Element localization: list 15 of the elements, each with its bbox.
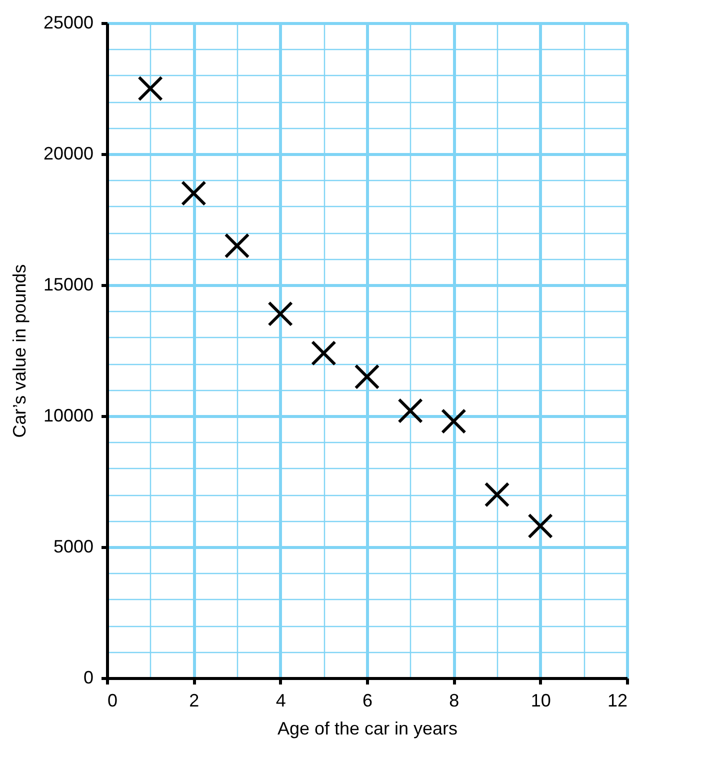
y-tick-label: 5000 bbox=[53, 536, 94, 556]
x-tick-label: 2 bbox=[189, 690, 200, 710]
x-tick-label: 4 bbox=[276, 690, 286, 710]
x-tick-label: 10 bbox=[530, 690, 551, 710]
x-tick-label: 0 bbox=[108, 690, 118, 710]
y-tick-label: 10000 bbox=[43, 406, 94, 426]
x-tick-label: 6 bbox=[362, 690, 373, 710]
y-tick-label: 15000 bbox=[43, 274, 94, 294]
y-tick-label: 20000 bbox=[43, 144, 94, 164]
y-tick-label: 25000 bbox=[43, 12, 94, 32]
y-tick-label: 0 bbox=[83, 668, 94, 688]
y-axis-title: Car’s value in pounds bbox=[9, 264, 30, 438]
x-tick-label: 12 bbox=[607, 690, 628, 710]
x-axis-title: Age of the car in years bbox=[277, 718, 458, 738]
x-tick-label: 8 bbox=[449, 690, 460, 710]
